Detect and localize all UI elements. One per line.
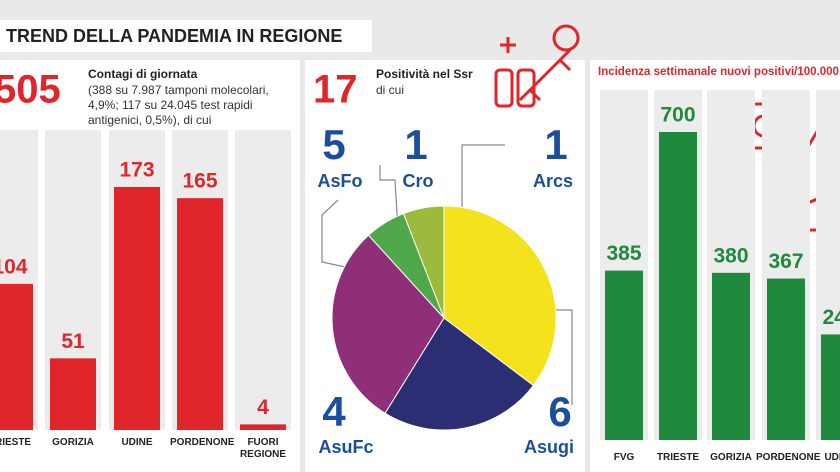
bar — [0, 283, 33, 430]
slice-label: Arcs — [533, 171, 573, 191]
value-label: 1 — [544, 121, 567, 168]
value-label: 700 — [660, 104, 695, 127]
value-label: 385 — [606, 242, 641, 265]
value-label: 380 — [713, 244, 748, 267]
value-label: 5 — [322, 121, 345, 168]
value-label: 165 — [182, 170, 217, 193]
x-tick-label: TRIESTE — [656, 452, 700, 463]
value-label: 51 — [61, 330, 85, 353]
slice-label: Asugi — [524, 437, 574, 457]
pie-slice — [331, 234, 445, 414]
value-label: 6 — [548, 388, 571, 435]
x-tick-label: PORDENONE — [756, 452, 821, 463]
value-label: 1 — [404, 121, 427, 168]
header-title: TREND DELLA PANDEMIA IN REGIONE — [6, 26, 342, 46]
total: 505 — [0, 68, 61, 112]
bar — [114, 186, 160, 430]
x-tick-label: PORDENONE — [170, 437, 235, 448]
value-label: 367 — [768, 250, 803, 273]
value-label: 104 — [0, 255, 28, 278]
chart-title: Incidenza settimanale nuovi positivi/100… — [598, 66, 840, 78]
value-label: 4 — [322, 388, 346, 435]
bar — [767, 278, 805, 440]
value-label: 240 — [822, 306, 840, 329]
bar — [659, 132, 697, 440]
total: 17 — [313, 68, 358, 112]
icon — [494, 24, 580, 108]
value-label: 173 — [119, 158, 154, 181]
x-tick-label: FVG — [613, 452, 635, 463]
note: (388 su 7.987 tamponi molecolari, — [88, 83, 269, 97]
x-tick-label: FUORI REGIONE — [239, 437, 287, 460]
slice-label: Cro — [403, 171, 434, 191]
column-bg — [235, 130, 291, 430]
note: antigenici, 0,5%), di cui — [88, 113, 211, 127]
bar — [177, 198, 223, 430]
bar — [821, 334, 840, 440]
bar — [605, 270, 643, 440]
pie-slice — [384, 317, 535, 431]
slice-label: AsFo — [318, 171, 363, 191]
chart-title: Contagi di giornata — [88, 67, 198, 81]
x-tick-label: GORIZIA — [710, 452, 752, 463]
bar — [240, 424, 286, 430]
slice-label: AsuFc — [318, 437, 373, 457]
x-tick-label: GORIZIA — [52, 437, 94, 448]
subtitle: di cui — [376, 83, 404, 97]
x-tick-label: UDINE — [824, 452, 840, 463]
value-label: 4 — [257, 396, 269, 419]
pie-slice — [443, 205, 557, 387]
x-tick-label: UDINE — [121, 437, 153, 448]
x-tick-label: TRIESTE — [0, 437, 32, 448]
bar — [50, 358, 96, 430]
pie-slice — [402, 205, 445, 319]
bar — [712, 272, 750, 440]
header-box — [0, 20, 372, 52]
chart-title: Positività nel Ssr — [376, 67, 473, 81]
note: 4,9%; 117 su 24.045 test rapidi — [88, 98, 253, 112]
